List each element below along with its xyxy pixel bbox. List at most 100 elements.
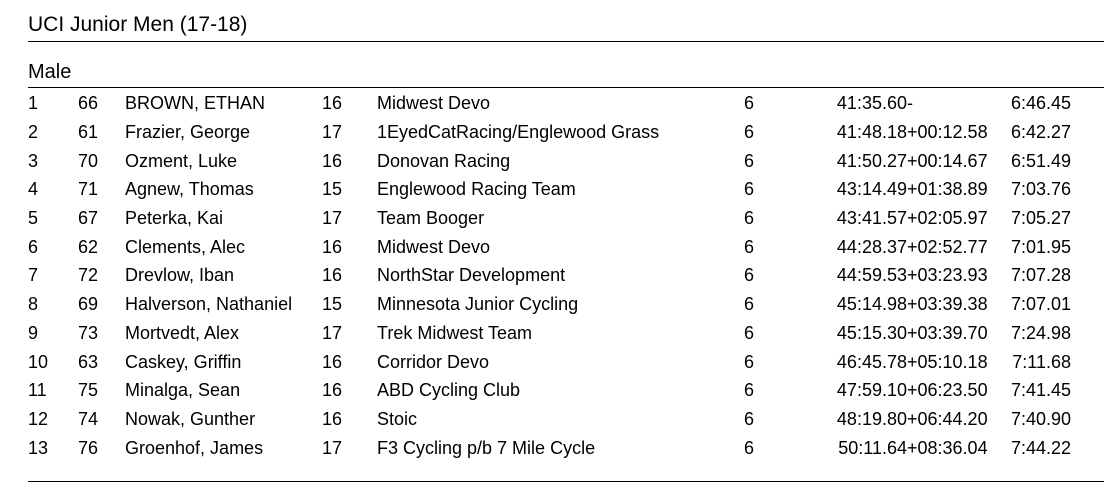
result-row: 1 66 BROWN, ETHAN 16 Midwest Devo 6 41:35.60- 6… [28,89,1071,118]
result-name: Mortvedt, Alex [125,322,240,343]
result-gap: +05:10.18 [907,351,988,372]
result-bib: 76 [78,437,99,458]
result-row: 6 62 Clements, Alec 16 Midwest Devo 6 44:28.37… [28,232,1071,261]
result-lap-time: 6:46.45 [1010,93,1071,114]
result-row: 3 70 Ozment, Luke 16 Donovan Racing 6 41:50.27… [28,146,1071,175]
result-time: 41:35.60 [836,93,907,114]
result-name: Nowak, Gunther [125,408,256,429]
result-laps: 6 [744,294,755,315]
result-name: Agnew, Thomas [125,179,254,200]
result-gap: +06:23.50 [907,380,988,401]
result-time: 45:15.30 [836,322,907,343]
result-laps: 6 [744,437,755,458]
result-team: Corridor Devo [377,351,490,372]
result-place: 11 [28,380,47,401]
result-laps: 6 [744,93,755,114]
result-row: 9 73 Mortvedt, Alex 17 Trek Midwest Team 6 45:… [28,319,1071,348]
result-laps: 6 [744,150,755,171]
result-laps: 6 [744,351,755,372]
result-bib: 71 [78,179,99,200]
result-row: 11 75 Minalga, Sean 16 ABD Cycling Club 6 47:5… [28,376,1071,405]
result-age: 15 [322,294,343,315]
result-time: 48:19.80 [836,408,907,429]
result-name: Clements, Alec [125,236,246,257]
result-team: Midwest Devo [377,236,491,257]
result-place: 10 [28,351,49,372]
result-row: 12 74 Nowak, Gunther 16 Stoic 6 48:19.80 +06:44… [28,405,1071,434]
result-lap-time: 7:07.28 [1010,265,1071,286]
result-place: 1 [28,93,39,114]
result-team: Donovan Racing [377,150,511,171]
result-gap: +03:39.38 [907,294,988,315]
result-time: 47:59.10 [836,380,907,401]
result-place: 4 [28,179,39,200]
result-lap-time: 7:11.68 [1012,351,1071,372]
result-place: 6 [28,236,39,257]
result-bib: 61 [78,122,99,143]
results-table: 1 66 BROWN, ETHAN 16 Midwest Devo 6 41:35.60-6… [28,89,1071,462]
result-time: 41:48.18 [836,122,907,143]
result-place: 9 [28,322,39,343]
result-gap: +02:52.77 [907,236,988,257]
result-time: 43:41.57 [836,208,907,229]
result-age: 17 [322,208,343,229]
result-row: 13 76 Groenhof, James 17 F3 Cycling p/b 7 Mi… [28,433,1071,462]
result-row: 5 67 Peterka, Kai 17 Team Booger 6 43:41.57 +02… [28,204,1071,233]
result-age: 16 [322,150,343,171]
result-age: 17 [322,322,343,343]
result-place: 5 [28,208,39,229]
result-age: 16 [322,380,343,401]
results-table-body: 1 66 BROWN, ETHAN 16 Midwest Devo 6 41:35.60-6… [28,89,1071,462]
result-lap-time: 6:51.49 [1010,150,1071,171]
result-bib: 63 [78,351,99,372]
result-row: 8 69 Halverson, Nathaniel 15 Minnesota Junio… [28,290,1071,319]
result-lap-time: 7:24.98 [1010,322,1071,343]
result-name: Groenhof, James [125,437,264,458]
result-team: Stoic [377,408,418,429]
result-laps: 6 [744,179,755,200]
result-gap: +06:44.20 [907,408,988,429]
result-time: 44:59.53 [836,265,907,286]
result-team: NorthStar Development [377,265,566,286]
result-team: 1EyedCatRacing/Englewood Grass [377,122,660,143]
result-lap-time: 7:40.90 [1010,408,1071,429]
result-age: 17 [322,122,343,143]
result-place: 12 [28,408,49,429]
result-time: 50:11.64 [838,437,907,458]
result-gap: - [907,93,913,114]
result-time: 43:14.49 [836,179,907,200]
result-bib: 62 [78,236,99,257]
result-team: Trek Midwest Team [377,322,533,343]
result-time: 41:50.27 [836,150,907,171]
result-name: BROWN, ETHAN [125,93,266,114]
result-name: Peterka, Kai [125,208,224,229]
result-lap-time: 7:44.22 [1010,437,1071,458]
result-gap: +00:12.58 [907,122,988,143]
result-laps: 6 [744,208,755,229]
result-bib: 69 [78,294,99,315]
result-team: Midwest Devo [377,93,491,114]
result-lap-time: 6:42.27 [1010,122,1071,143]
bottom-divider [28,481,1104,482]
result-name: Frazier, George [125,122,251,143]
result-time: 44:28.37 [836,236,907,257]
result-age: 16 [322,351,343,372]
title-divider [28,41,1104,42]
gender-divider [28,87,1104,88]
result-team: ABD Cycling Club [377,380,521,401]
result-bib: 73 [78,322,99,343]
result-gap: +02:05.97 [907,208,988,229]
result-age: 16 [322,265,343,286]
result-name: Caskey, Griffin [125,351,242,372]
result-bib: 70 [78,150,99,171]
result-bib: 67 [78,208,99,229]
result-team: Englewood Racing Team [377,179,576,200]
result-bib: 66 [78,93,99,114]
result-bib: 74 [78,408,99,429]
result-gap: +03:23.93 [907,265,988,286]
result-laps: 6 [744,322,755,343]
result-age: 16 [322,93,343,114]
gender-heading: Male [28,61,72,83]
result-lap-time: 7:05.27 [1010,208,1071,229]
result-team: Team Booger [377,208,485,229]
